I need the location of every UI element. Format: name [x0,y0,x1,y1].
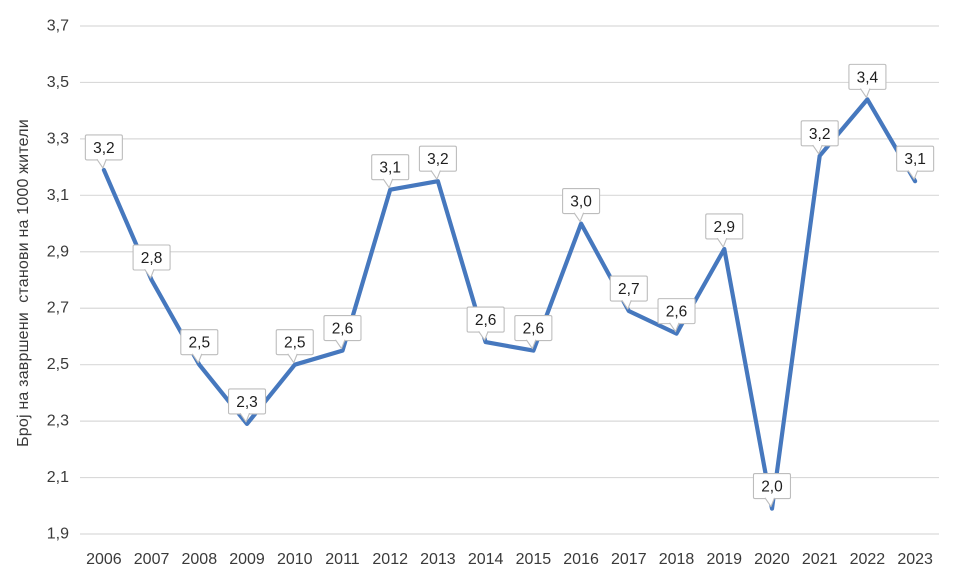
data-label: 3,4 [857,69,879,86]
x-axis-tick-label: 2013 [420,551,456,568]
data-label: 3,2 [93,140,115,157]
data-label: 2,8 [141,250,163,267]
data-label-pointer-icon [430,170,441,180]
data-label-pointer-icon [573,212,585,223]
y-axis-tick-label: 2,9 [47,243,69,260]
y-axis-tick-label: 3,3 [47,130,69,147]
series-line [101,97,918,511]
data-label: 3,2 [427,151,449,168]
data-label: 2,6 [666,304,688,321]
data-label-pointer-icon [812,144,823,155]
data-label: 2,6 [475,312,497,329]
data-label: 2,9 [713,219,735,236]
data-label-pointer-icon [96,158,107,169]
x-axis-tick-label: 2018 [659,551,695,568]
data-label-pointer-icon [335,339,346,350]
y-axis-tick-label: 2,5 [47,356,69,373]
x-axis-tick-label: 2008 [182,551,218,568]
data-label-pointer-icon [191,353,203,364]
data-label-pointer-icon [907,170,919,180]
x-axis-tick-label: 2012 [372,551,408,568]
x-axis-tick-label: 2021 [802,551,838,568]
data-label-pointer-icon [621,299,632,310]
data-label-pointer-icon [764,497,775,508]
x-axis-tick-label: 2009 [229,551,265,568]
data-label-pointer-icon [144,268,155,279]
y-axis-tick-label: 3,1 [47,187,69,204]
data-label-pointer-icon [716,237,728,248]
data-label-pointer-icon [382,178,394,189]
data-label: 2,0 [761,479,783,496]
data-label: 2,5 [284,335,306,352]
x-axis-tick-label: 2016 [563,551,599,568]
x-axis-tick-label: 2019 [706,551,742,568]
data-label-pointer-icon [859,88,871,98]
data-label: 2,3 [236,394,258,411]
y-axis-tick-label: 3,5 [47,74,69,91]
y-axis-tick-label: 2,7 [47,300,69,317]
data-label: 3,2 [809,126,831,143]
x-axis-tick-label: 2015 [516,551,552,568]
data-label-pointer-icon [287,353,298,364]
x-axis-tick-label: 2023 [897,551,933,568]
y-axis-tick-label: 2,3 [47,413,69,430]
x-axis-tick-label: 2006 [86,551,122,568]
data-label-pointer-icon [669,322,680,333]
data-label: 2,6 [332,321,354,338]
y-axis-tick-label: 3,7 [47,18,69,35]
y-axis-tick-label: 2,1 [47,469,69,486]
x-axis-tick-label: 2017 [611,551,647,568]
data-label: 3,0 [570,194,592,211]
x-axis-tick-label: 2022 [850,551,886,568]
data-label: 2,6 [523,321,545,338]
x-axis-tick-label: 2011 [325,551,360,568]
x-axis-tick-label: 2020 [754,551,790,568]
x-axis-tick-label: 2010 [277,551,313,568]
data-label: 2,7 [618,281,640,298]
x-axis-tick-label: 2014 [468,551,504,568]
y-axis-tick-label: 1,9 [47,526,69,543]
data-label-pointer-icon [525,339,537,350]
data-label-pointer-icon [478,330,489,341]
data-label: 3,1 [379,160,401,177]
data-label: 3,1 [904,151,926,168]
data-label-pointer-icon [239,412,251,423]
data-label: 2,5 [189,335,211,352]
x-axis-tick-label: 2007 [134,551,170,568]
